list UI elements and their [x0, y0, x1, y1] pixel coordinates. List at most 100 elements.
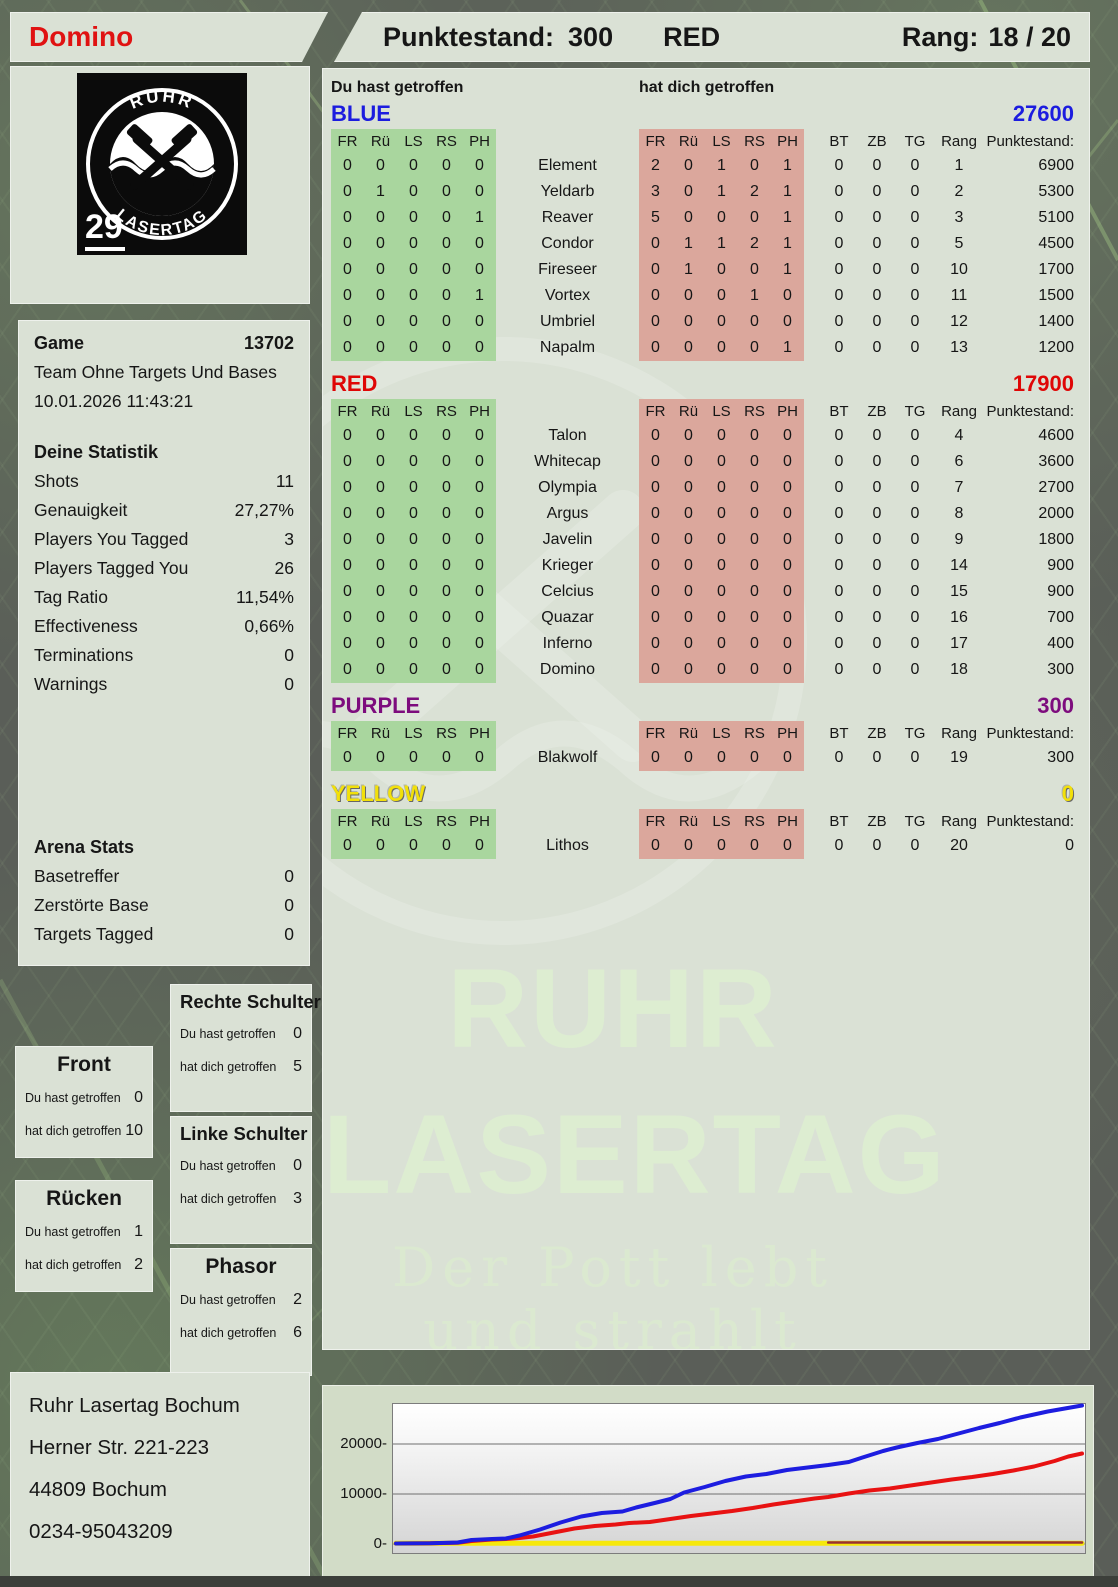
ruhr-lasertag-logo: RUHR LASERTAG 29	[77, 73, 247, 255]
hit-col-header: RS	[430, 809, 463, 833]
team-score: 27600	[1012, 101, 1074, 126]
you-hit-cell: 0	[331, 501, 364, 527]
them-hit-cell: 0	[639, 257, 672, 283]
series-line-blue	[394, 1403, 1084, 1546]
hit-col-header: RS	[738, 399, 771, 423]
rang-cell: 5	[954, 235, 964, 252]
them-hit-label: hat dich getroffen	[180, 1191, 277, 1206]
them-hit-cell: 0	[738, 475, 771, 501]
hit-col-header: PH	[463, 399, 496, 423]
bt-cell: 0	[834, 661, 844, 678]
you-hit-cell: 0	[397, 423, 430, 449]
stat-value: 0	[284, 866, 294, 886]
you-hit-cell: 0	[430, 309, 463, 335]
spacer	[804, 283, 820, 309]
rang-cell: 2	[954, 183, 964, 200]
zb-cell: 0	[872, 235, 882, 252]
them-hit-cell: 0	[738, 501, 771, 527]
hit-col-header: PH	[463, 129, 496, 153]
rang-cell: 8	[954, 505, 964, 522]
them-hit-value: 6	[293, 1323, 302, 1341]
score-cell: 5300	[1038, 183, 1074, 200]
stat-value: 0	[284, 645, 294, 665]
you-hit-cell: 0	[430, 631, 463, 657]
them-hit-cell: 0	[705, 553, 738, 579]
you-hit-cell: 0	[397, 205, 430, 231]
stat-value: 0	[284, 924, 294, 944]
you-hit-cell: 0	[397, 657, 430, 683]
them-hit-cell: 0	[639, 527, 672, 553]
hit-col-header: FR	[639, 129, 672, 153]
you-hit-cell: 0	[430, 657, 463, 683]
them-hit-cell: 0	[738, 335, 771, 361]
spacer	[804, 309, 820, 335]
tg-cell: 0	[910, 557, 920, 574]
them-hit-cell: 0	[771, 579, 804, 605]
you-hit-cell: 0	[430, 423, 463, 449]
bt-cell: 0	[834, 209, 844, 226]
game-datetime: 10.01.2026 11:43:21	[34, 391, 194, 411]
tg-cell: 0	[910, 635, 920, 652]
team-name: RED	[663, 21, 721, 52]
hit-col-header: FR	[639, 809, 672, 833]
address-line: Ruhr Lasertag Bochum	[29, 1394, 240, 1417]
spacer	[804, 335, 820, 361]
zb-cell: 0	[872, 183, 882, 200]
them-hit-cell: 1	[771, 153, 804, 179]
them-hit-cell: 0	[705, 579, 738, 605]
them-hit-cell: 0	[705, 657, 738, 683]
tg-cell: 0	[910, 313, 920, 330]
them-hit-cell: 0	[672, 579, 705, 605]
score-cell: 6900	[1038, 157, 1074, 174]
you-hit-cell: 0	[463, 335, 496, 361]
player-name-cell: Domino	[539, 661, 596, 678]
you-hit-cell: 0	[430, 257, 463, 283]
them-hit-cell: 0	[738, 449, 771, 475]
you-hit-cell: 0	[430, 833, 463, 859]
rang-cell: 15	[950, 583, 968, 600]
you-hit-cell: 0	[364, 153, 397, 179]
hit-col-header: LS	[705, 809, 738, 833]
team-score: 300	[1037, 693, 1074, 718]
game-label: Game	[34, 333, 85, 353]
you-hit-cell: 0	[331, 605, 364, 631]
them-hit-label: hat dich getroffen	[180, 1325, 277, 1340]
them-hit-cell: 0	[639, 501, 672, 527]
you-hit-cell: 0	[430, 553, 463, 579]
zb-cell: 0	[872, 635, 882, 652]
bt-cell: 0	[834, 261, 844, 278]
team-header-yellow: YELLOW 0	[323, 779, 1089, 809]
stat-col-header: ZB	[867, 132, 887, 150]
team-header-blue: BLUE 27600	[323, 99, 1089, 129]
stat-col-header: BT	[829, 812, 849, 830]
you-hit-cell: 0	[331, 449, 364, 475]
zb-cell: 0	[872, 313, 882, 330]
player-row-javelin: 0 0 0 0 0 Javelin 0 0 0 0 0 0 0 0 9 1800	[323, 527, 1089, 553]
zb-cell: 0	[872, 427, 882, 444]
watermark-tagline: Der Pott lebt und strahlt	[392, 1236, 834, 1350]
you-hit-cell: 0	[463, 257, 496, 283]
spacer	[804, 657, 820, 683]
player-name-cell: Javelin	[542, 531, 593, 548]
hit-col-header: LS	[397, 809, 430, 833]
score-cell: 300	[1047, 749, 1074, 766]
stat-col-header: Rang	[941, 812, 977, 830]
you-hit-cell: 0	[397, 553, 430, 579]
score-cell: 300	[1047, 661, 1074, 678]
hit-col-header: PH	[771, 399, 804, 423]
you-hit-cell: 0	[364, 833, 397, 859]
hit-col-header: RS	[738, 721, 771, 745]
tg-cell: 0	[910, 235, 920, 252]
hit-col-header: Rü	[672, 721, 705, 745]
stat-col-header: Rang	[941, 132, 977, 150]
team-name-label: YELLOW	[331, 781, 426, 806]
logo-badge-29: 29	[85, 210, 125, 251]
bt-cell: 0	[834, 287, 844, 304]
address-line: 44809 Bochum	[29, 1478, 167, 1501]
them-hit-cell: 0	[672, 179, 705, 205]
bt-cell: 0	[834, 479, 844, 496]
them-hit-cell: 0	[639, 745, 672, 771]
score-col-header: Punktestand:	[986, 724, 1074, 742]
you-hit-value: 2	[293, 1290, 302, 1308]
